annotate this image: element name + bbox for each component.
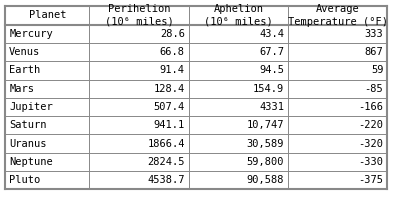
Text: Mercury: Mercury [9,29,53,39]
Text: 43.4: 43.4 [259,29,284,39]
Text: 4538.7: 4538.7 [147,175,185,185]
Text: 90,588: 90,588 [246,175,284,185]
Text: Jupiter: Jupiter [9,102,53,112]
Text: -166: -166 [358,102,384,112]
Text: Saturn: Saturn [9,120,47,130]
Text: -320: -320 [358,139,384,149]
Text: 59,800: 59,800 [246,157,284,167]
Text: Venus: Venus [9,47,40,57]
Text: 94.5: 94.5 [259,65,284,75]
Text: -220: -220 [358,120,384,130]
Text: -85: -85 [365,84,384,94]
Text: -330: -330 [358,157,384,167]
Text: Aphelion
(10⁶ miles): Aphelion (10⁶ miles) [204,4,273,27]
Text: 128.4: 128.4 [154,84,185,94]
Text: Uranus: Uranus [9,139,47,149]
Text: 2824.5: 2824.5 [147,157,185,167]
Text: Perihelion
(10⁶ miles): Perihelion (10⁶ miles) [105,4,173,27]
Text: 59: 59 [371,65,384,75]
Text: 67.7: 67.7 [259,47,284,57]
Text: 1866.4: 1866.4 [147,139,185,149]
Text: 28.6: 28.6 [160,29,185,39]
Text: Average
Temperature (°F): Average Temperature (°F) [288,4,388,27]
Text: 867: 867 [365,47,384,57]
Text: 941.1: 941.1 [154,120,185,130]
Text: Pluto: Pluto [9,175,40,185]
Text: 10,747: 10,747 [246,120,284,130]
Text: Neptune: Neptune [9,157,53,167]
Text: Mars: Mars [9,84,34,94]
Text: 154.9: 154.9 [253,84,284,94]
Text: 66.8: 66.8 [160,47,185,57]
Text: 91.4: 91.4 [160,65,185,75]
Text: 333: 333 [365,29,384,39]
Text: -375: -375 [358,175,384,185]
Text: Planet: Planet [28,10,66,20]
Text: Earth: Earth [9,65,40,75]
Text: 507.4: 507.4 [154,102,185,112]
Text: 30,589: 30,589 [246,139,284,149]
Text: 4331: 4331 [259,102,284,112]
